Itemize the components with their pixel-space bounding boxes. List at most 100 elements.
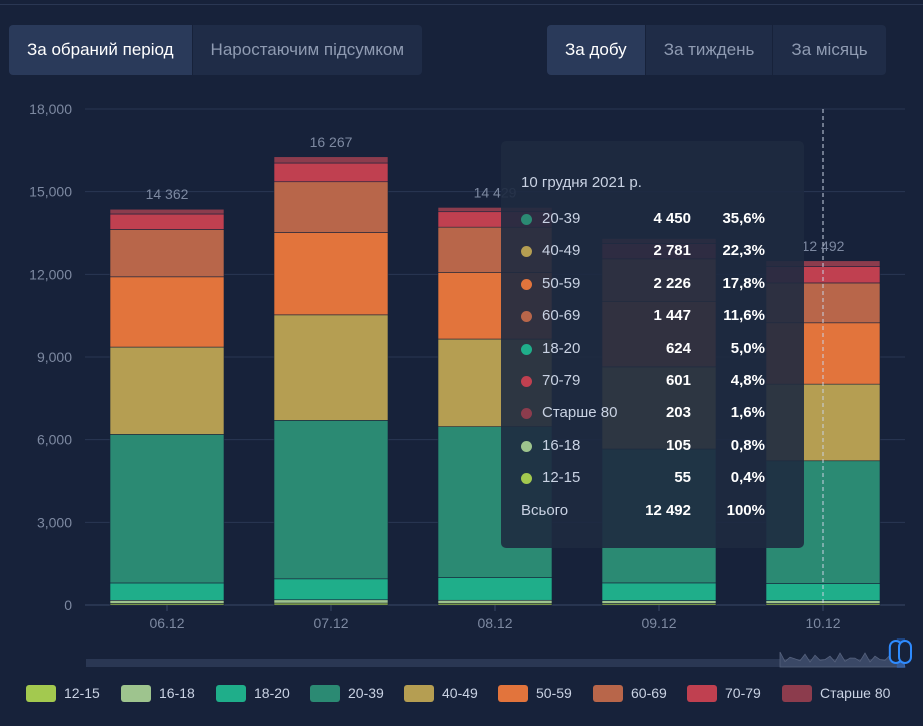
tooltip-row-percent: 0,8% <box>730 436 765 454</box>
period-mode-toggle: За обраний період Наростаючим підсумком <box>9 25 423 75</box>
tooltip-row-value: 1 447 <box>653 307 691 325</box>
series-dot-icon <box>521 343 532 355</box>
tooltip-row: 12-15 55 0,4% <box>521 469 791 489</box>
tooltip-row: 60-69 1 447 11,6% <box>521 307 791 327</box>
legend-label: 40-49 <box>442 685 478 701</box>
y-tick-label: 9,000 <box>37 349 72 365</box>
bar-segment-18-20-07.12 <box>273 578 389 601</box>
bar-segment-60-69-07.12 <box>273 181 389 233</box>
series-dot-icon <box>521 278 532 290</box>
bar-segment-16-18-07.12 <box>273 599 389 604</box>
legend-swatch-icon <box>687 685 717 702</box>
legend-swatch-icon <box>404 685 434 702</box>
tab-tabs_right-0[interactable]: За добу <box>547 25 646 75</box>
tooltip-row-percent: 22,3% <box>722 242 765 260</box>
legend-swatch-icon <box>782 685 812 702</box>
interval-toggle: За добу За тиждень За місяць <box>547 25 886 75</box>
x-tick-label: 09.12 <box>641 615 676 631</box>
tooltip-row-value: 601 <box>665 372 691 389</box>
top-divider <box>0 4 923 5</box>
legend-label: 60-69 <box>631 685 667 701</box>
tooltip-row: 40-49 2 781 22,3% <box>521 242 791 262</box>
tab-tabs_left-1[interactable]: Наростаючим підсумком <box>192 25 423 75</box>
bar-segment-18-20-08.12 <box>437 577 553 601</box>
tooltip-row-label: 20-39 <box>542 210 581 227</box>
tooltip-row-percent: 5,0% <box>730 339 765 357</box>
tooltip-row-label: 16-18 <box>542 436 581 454</box>
tooltip-row-percent: 0,4% <box>730 469 765 487</box>
x-tick-label: 10.12 <box>805 615 840 631</box>
bar-segment-70-79-07.12 <box>273 162 389 183</box>
bar-total-label: 14 362 <box>146 186 189 202</box>
bar-segment-18-20-09.12 <box>601 582 717 601</box>
bar-segment-Старше-80-06.12 <box>109 208 225 215</box>
tooltip-row-percent: 4,8% <box>730 372 765 389</box>
tooltip-row-label: Старше 80 <box>542 404 618 422</box>
tooltip-row-label: 40-49 <box>542 242 581 260</box>
bar-segment-20-39-06.12 <box>109 434 225 584</box>
tooltip-total-row: Всього 12 492 100% <box>521 502 791 522</box>
tab-tabs_left-0[interactable]: За обраний період <box>9 25 193 75</box>
navigator-sparkline <box>779 651 906 668</box>
bar-total-label: 16 267 <box>310 134 353 150</box>
tab-tabs_right-1[interactable]: За тиждень <box>645 25 774 75</box>
legend-swatch-icon <box>498 685 528 702</box>
legend-swatch-icon <box>216 685 246 702</box>
tooltip-row-value: 203 <box>665 404 691 422</box>
bar-segment-50-59-07.12 <box>273 232 389 316</box>
tooltip-total-value: 12 492 <box>645 501 691 519</box>
chart-tooltip: 10 грудня 2021 р. 20-39 4 450 35,6% 40-49 2 … <box>501 141 804 548</box>
tooltip-row: 70-79 601 4,8% <box>521 372 791 392</box>
tooltip-date: 10 грудня 2021 р. <box>521 174 642 191</box>
x-tick-label: 06.12 <box>149 615 184 631</box>
bar-segment-60-69-06.12 <box>109 229 225 278</box>
legend-label: 16-18 <box>159 685 195 701</box>
tooltip-row-value: 105 <box>665 436 691 454</box>
bar-segment-20-39-07.12 <box>273 420 389 580</box>
series-dot-icon <box>521 473 532 485</box>
tooltip-row-value: 4 450 <box>653 210 691 227</box>
tooltip-row: 50-59 2 226 17,8% <box>521 275 791 295</box>
navigator-track <box>86 659 905 667</box>
bar-segment-18-20-06.12 <box>109 582 225 601</box>
tab-tabs_right-2[interactable]: За місяць <box>773 25 886 75</box>
tooltip-row-value: 624 <box>665 339 691 357</box>
bar-segment-16-18-06.12 <box>109 600 225 604</box>
series-dot-icon <box>521 246 532 258</box>
legend-swatch-icon <box>121 685 151 702</box>
bar-segment-16-18-09.12 <box>601 600 717 604</box>
bar-segment-16-18-08.12 <box>437 599 553 604</box>
legend-swatch-icon <box>593 685 623 702</box>
bar-segment-40-49-07.12 <box>273 314 389 421</box>
tooltip-row: 16-18 105 0,8% <box>521 437 791 457</box>
legend-label: Старше 80 <box>820 685 891 701</box>
legend-swatch-icon <box>310 685 340 702</box>
legend-label: 70-79 <box>725 685 761 701</box>
tooltip-row-percent: 17,8% <box>722 274 765 292</box>
tooltip-row-value: 55 <box>674 469 691 487</box>
series-dot-icon <box>521 311 532 323</box>
tooltip-row-percent: 11,6% <box>723 307 765 325</box>
series-dot-icon <box>521 408 532 420</box>
bar-segment-70-79-06.12 <box>109 213 225 230</box>
tooltip-row-percent: 1,6% <box>730 404 765 422</box>
y-tick-label: 6,000 <box>37 432 72 448</box>
x-tick-label: 07.12 <box>313 615 348 631</box>
series-dot-icon <box>521 376 532 387</box>
legend-label: 20-39 <box>348 685 384 701</box>
navigator-handle-right[interactable] <box>898 640 912 664</box>
tooltip-row: Старше 80 203 1,6% <box>521 404 791 424</box>
tooltip-row-label: 50-59 <box>542 274 581 292</box>
bar-segment-Старше-80-07.12 <box>273 156 389 164</box>
series-dot-icon <box>521 440 532 452</box>
legend-label: 18-20 <box>254 685 290 701</box>
y-tick-label: 18,000 <box>29 101 72 117</box>
legend-swatch-icon <box>26 685 56 702</box>
y-tick-label: 3,000 <box>37 514 72 530</box>
y-tick-label: 12,000 <box>29 266 72 282</box>
x-tick-label: 08.12 <box>477 615 512 631</box>
tooltip-row-value: 2 781 <box>653 242 691 260</box>
tooltip-row-label: 18-20 <box>542 339 581 357</box>
tooltip-row-value: 2 226 <box>653 274 691 292</box>
tooltip-total-label: Всього <box>521 501 569 519</box>
